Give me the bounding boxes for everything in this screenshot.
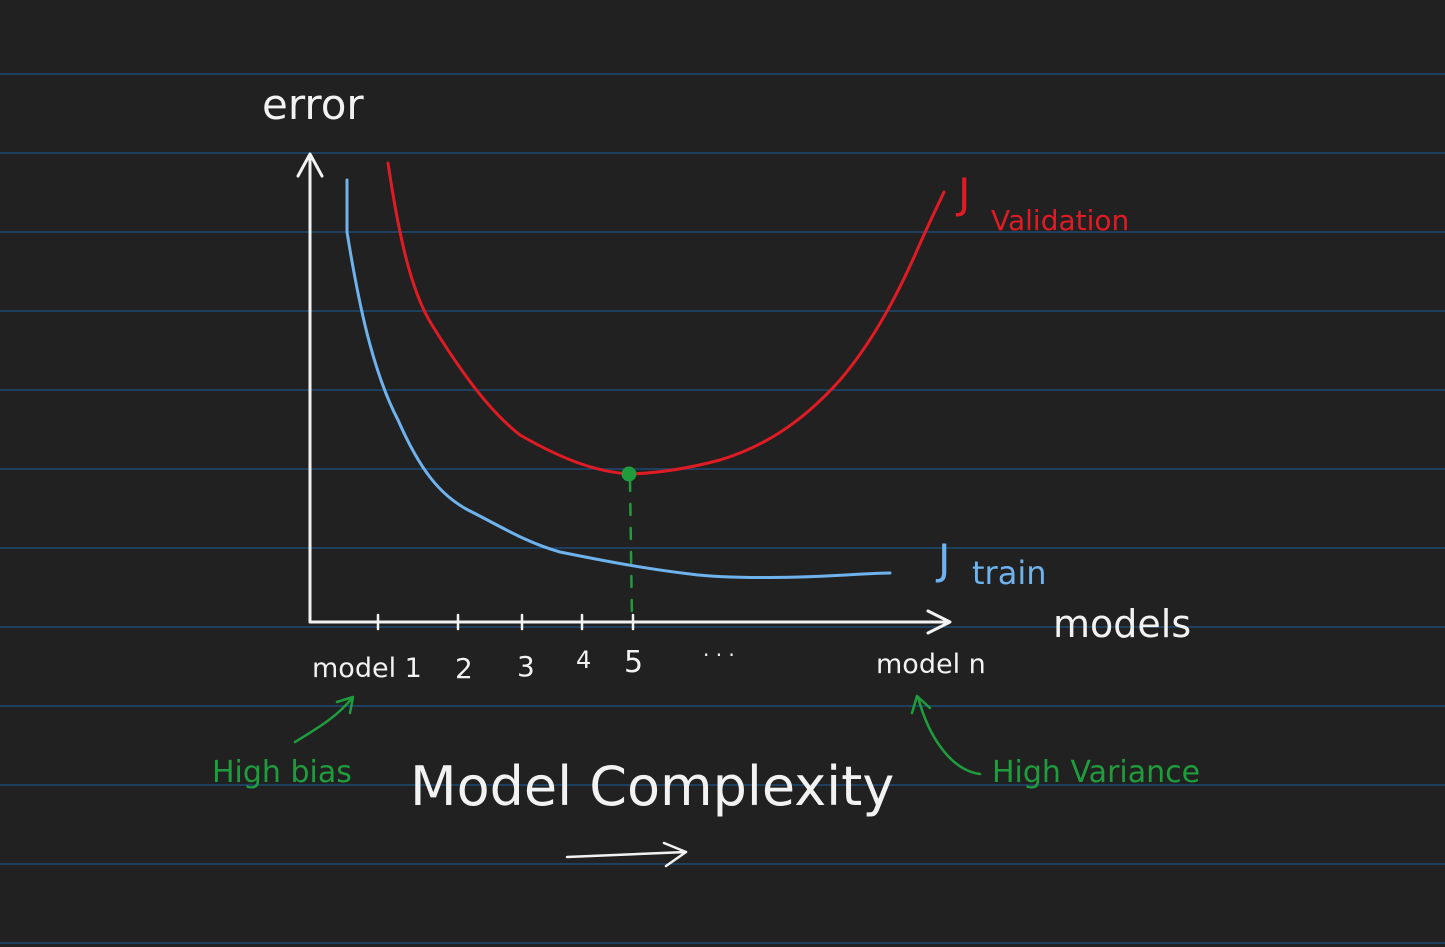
complexity-arrowhead xyxy=(662,841,688,868)
tick-label-model-1: model 1 xyxy=(312,653,422,684)
high-bias-arrowhead xyxy=(335,695,355,715)
train-error-curve xyxy=(345,178,892,580)
tick-ellipsis: · · · xyxy=(703,643,735,667)
complexity-arrow xyxy=(565,850,688,859)
tick-label-4: 4 xyxy=(576,646,591,674)
optimal-point xyxy=(621,466,637,482)
annotation-arrows xyxy=(293,694,982,868)
tick-label-model-n: model n xyxy=(876,649,986,680)
tick-label-3: 3 xyxy=(517,650,535,683)
x-axis-arrowhead xyxy=(926,609,952,635)
tick-label-2: 2 xyxy=(455,652,473,685)
model-complexity-label: Model Complexity xyxy=(410,755,894,818)
y-axis-arrowhead xyxy=(296,152,324,178)
optimal-dashed-line xyxy=(628,478,634,624)
high-bias-arrow xyxy=(293,696,354,744)
train-subscript-label: train xyxy=(972,554,1046,592)
validation-j-label: J xyxy=(955,169,970,218)
validation-error-curve xyxy=(386,161,946,476)
axes xyxy=(296,152,952,635)
tick-label-5: 5 xyxy=(624,645,643,680)
train-j-label: J xyxy=(935,535,950,584)
x-axis-ticks xyxy=(376,613,635,631)
y-axis-label: error xyxy=(262,80,364,129)
validation-subscript-label: Validation xyxy=(991,204,1129,237)
high-variance-arrowhead xyxy=(910,694,932,715)
high-bias-label: High bias xyxy=(212,755,352,790)
ruled-lines xyxy=(0,73,1445,944)
high-variance-label: High Variance xyxy=(992,755,1200,790)
x-axis-label: models xyxy=(1053,602,1191,646)
high-variance-arrow xyxy=(916,695,982,776)
